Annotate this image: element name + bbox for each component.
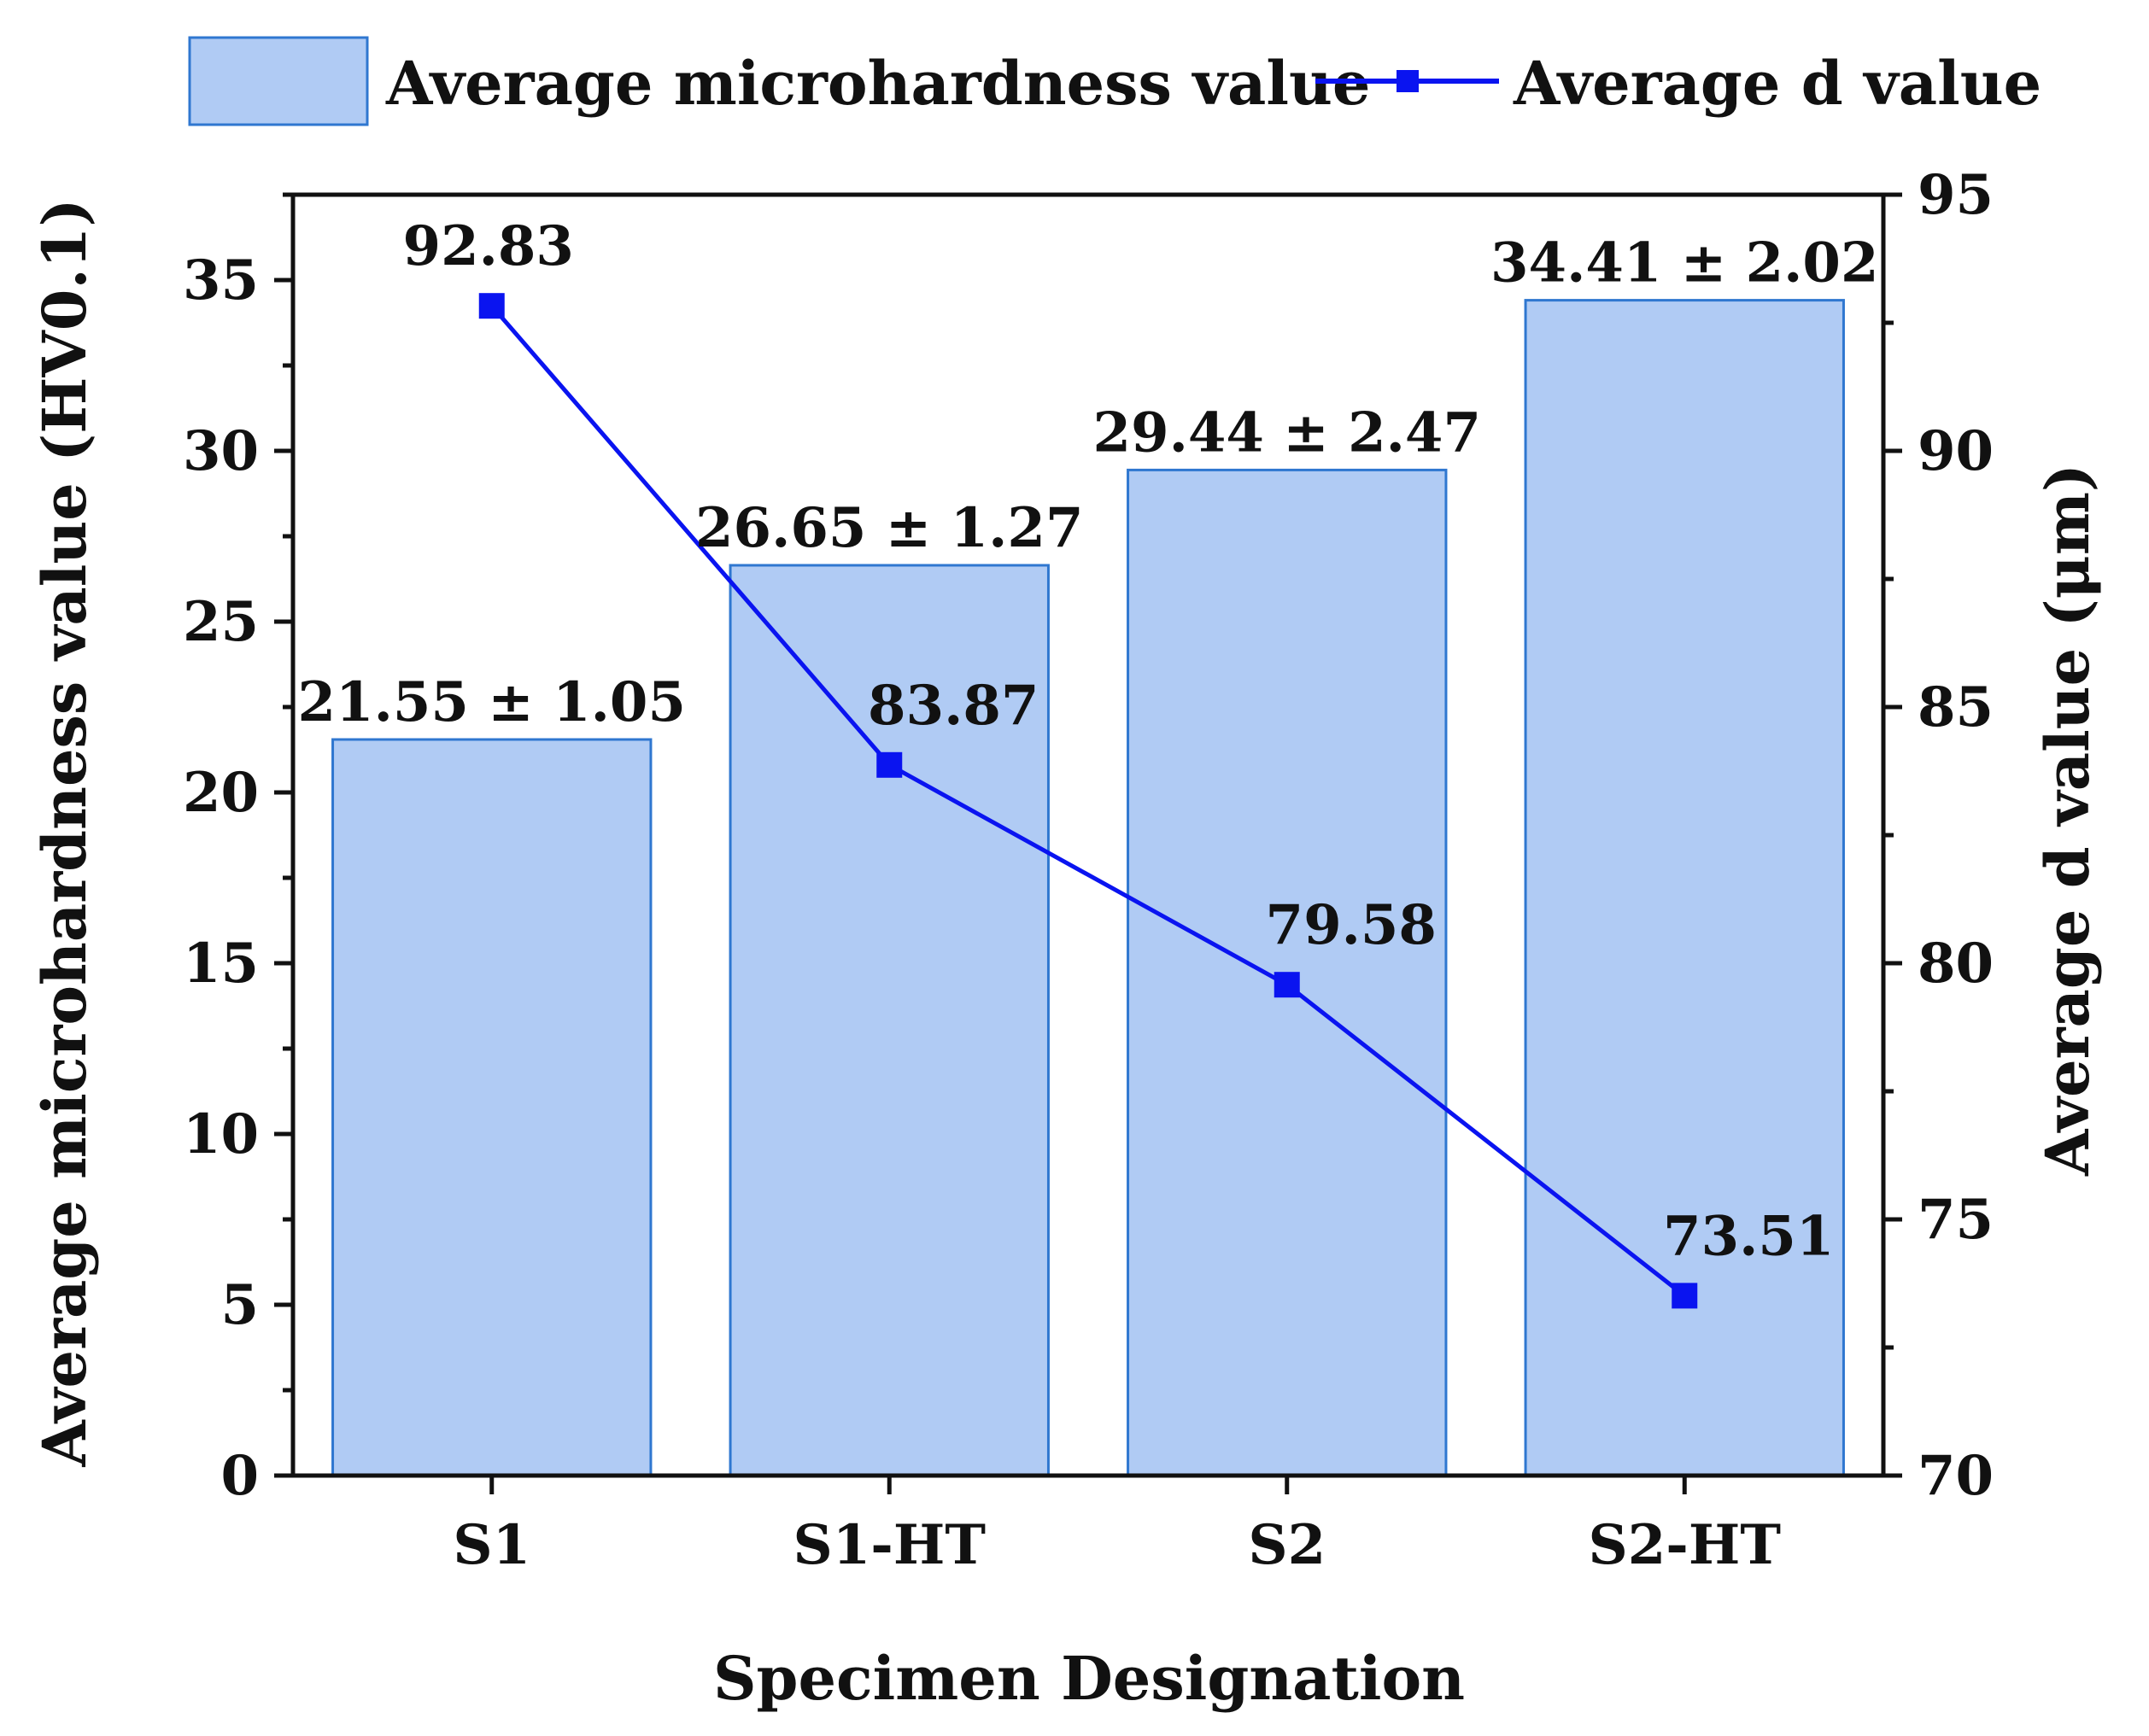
legend-bar-label: Average microhardness value bbox=[385, 48, 1370, 119]
right-tick-label-90: 90 bbox=[1918, 419, 1994, 483]
x-tick-label-S2-HT: S2-HT bbox=[1589, 1513, 1781, 1577]
d-value-marker-S1-HT bbox=[876, 751, 903, 778]
legend-bar-swatch bbox=[188, 36, 369, 126]
right-tick-label-75: 75 bbox=[1918, 1188, 1994, 1252]
d-value-marker-S2 bbox=[1274, 972, 1300, 998]
x-tick-label-S1: S1 bbox=[453, 1513, 530, 1577]
d-value-marker-S1 bbox=[478, 293, 505, 319]
axes-layer: 0 5 10 15 20 25 30 35 70 75 80 85 90 95 S1 S1-HT S2 S2-HT bbox=[183, 163, 1994, 1577]
bars-layer bbox=[331, 299, 1845, 1477]
legend: Average microhardness value Average d va… bbox=[188, 36, 2041, 126]
d-value-line bbox=[489, 304, 1686, 1298]
left-tick-label-35: 35 bbox=[183, 248, 259, 313]
x-axis-title: Specimen Designation bbox=[713, 1643, 1465, 1714]
legend-line-label: Average d value bbox=[1513, 48, 2041, 119]
d-value-marker-S2-HT bbox=[1672, 1283, 1698, 1309]
d-value-label-S2-HT: 73.51 bbox=[1663, 1204, 1834, 1268]
left-y-axis-title: Average microhardness value (HV0.1) bbox=[29, 198, 100, 1467]
bar-S1-HT bbox=[729, 564, 1050, 1477]
left-tick-label-10: 10 bbox=[183, 1102, 259, 1166]
left-tick-label-20: 20 bbox=[183, 761, 259, 825]
left-tick-label-25: 25 bbox=[183, 590, 259, 654]
bar-value-label-S1: 21.55 ± 1.05 bbox=[298, 670, 686, 734]
bar-value-label-S1-HT: 26.65 ± 1.27 bbox=[695, 496, 1083, 560]
right-tick-label-70: 70 bbox=[1918, 1444, 1994, 1508]
left-tick-label-15: 15 bbox=[183, 932, 259, 996]
left-tick-label-0: 0 bbox=[220, 1444, 259, 1508]
left-tick-label-5: 5 bbox=[220, 1273, 259, 1337]
bar-value-label-S2-HT: 34.41 ± 2.02 bbox=[1490, 231, 1878, 295]
x-tick-label-S1-HT: S1-HT bbox=[793, 1513, 986, 1577]
bar-value-label-S2: 29.44 ± 2.47 bbox=[1093, 400, 1481, 465]
right-tick-label-80: 80 bbox=[1918, 932, 1994, 996]
left-tick-label-30: 30 bbox=[183, 419, 259, 483]
right-tick-label-95: 95 bbox=[1918, 163, 1994, 227]
x-tick-label-S2: S2 bbox=[1248, 1513, 1326, 1577]
d-value-label-S1-HT: 83.87 bbox=[868, 674, 1039, 738]
legend-line-marker bbox=[1397, 70, 1419, 92]
line-layer bbox=[478, 293, 1698, 1309]
right-y-axis-title: Average d value (μm) bbox=[2032, 464, 2103, 1177]
bar-S2-HT bbox=[1524, 299, 1845, 1477]
right-tick-label-85: 85 bbox=[1918, 675, 1994, 739]
d-value-label-S1: 92.83 bbox=[403, 214, 574, 278]
bar-S1 bbox=[331, 738, 653, 1477]
d-value-label-S2: 79.58 bbox=[1266, 893, 1437, 957]
